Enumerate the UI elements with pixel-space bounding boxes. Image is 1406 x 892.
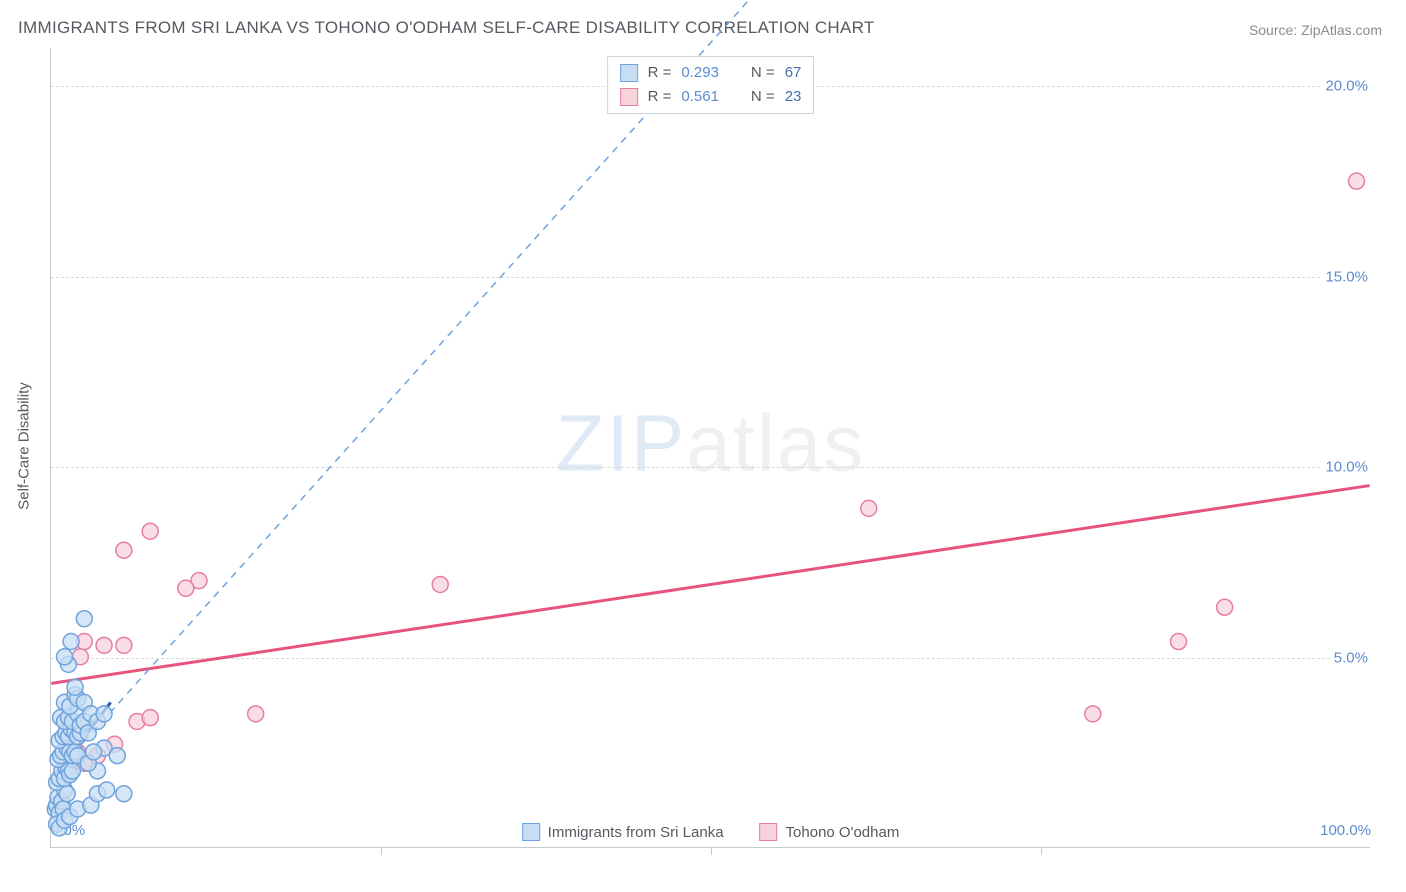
data-point-tohono — [178, 580, 194, 596]
y-axis-title: Self-Care Disability — [16, 382, 33, 510]
data-point-tohono — [248, 706, 264, 722]
trend-line-tohono — [51, 486, 1369, 684]
legend-correlation: R = 0.293 N = 67 R = 0.561 N = 23 — [607, 56, 815, 114]
data-point-tohono — [96, 637, 112, 653]
chart-title: IMMIGRANTS FROM SRI LANKA VS TOHONO O'OD… — [18, 18, 875, 38]
data-point-sri_lanka — [76, 611, 92, 627]
legend-swatch-icon — [522, 823, 540, 841]
plot-area: ZIPatlas 5.0%10.0%15.0%20.0% 0.0%100.0% … — [50, 48, 1370, 848]
legend-r-value: 0.561 — [681, 85, 719, 109]
legend-swatch-icon — [620, 88, 638, 106]
data-point-tohono — [861, 500, 877, 516]
legend-item: Immigrants from Sri Lanka — [522, 823, 724, 841]
data-point-sri_lanka — [109, 748, 125, 764]
data-point-sri_lanka — [116, 786, 132, 802]
data-point-tohono — [1171, 634, 1187, 650]
data-point-sri_lanka — [96, 706, 112, 722]
legend-swatch-icon — [760, 823, 778, 841]
legend-n-label: N = — [751, 85, 775, 109]
legend-r-label: R = — [648, 61, 672, 85]
legend-row: R = 0.561 N = 23 — [620, 85, 802, 109]
trend-line-sri_lanka — [58, 0, 842, 771]
legend-item-label: Tohono O'odham — [786, 824, 900, 841]
data-point-sri_lanka — [86, 744, 102, 760]
legend-swatch-icon — [620, 64, 638, 82]
legend-item: Tohono O'odham — [760, 823, 900, 841]
source-attribution: Source: ZipAtlas.com — [1249, 22, 1382, 38]
data-point-sri_lanka — [63, 634, 79, 650]
data-point-sri_lanka — [64, 763, 80, 779]
data-point-tohono — [116, 637, 132, 653]
legend-n-value: 23 — [785, 85, 802, 109]
data-point-tohono — [116, 542, 132, 558]
legend-series: Immigrants from Sri Lanka Tohono O'odham — [522, 823, 900, 841]
x-tick — [381, 847, 382, 855]
legend-r-value: 0.293 — [681, 61, 719, 85]
data-point-tohono — [142, 523, 158, 539]
x-tick — [711, 847, 712, 855]
data-point-sri_lanka — [99, 782, 115, 798]
legend-n-label: N = — [751, 61, 775, 85]
data-point-tohono — [142, 710, 158, 726]
legend-item-label: Immigrants from Sri Lanka — [548, 824, 724, 841]
data-point-tohono — [1349, 173, 1365, 189]
data-point-tohono — [432, 576, 448, 592]
legend-row: R = 0.293 N = 67 — [620, 61, 802, 85]
data-point-sri_lanka — [57, 649, 73, 665]
legend-n-value: 67 — [785, 61, 802, 85]
legend-r-label: R = — [648, 85, 672, 109]
data-point-tohono — [1217, 599, 1233, 615]
x-tick — [1041, 847, 1042, 855]
scatter-svg — [51, 48, 1370, 847]
correlation-chart: IMMIGRANTS FROM SRI LANKA VS TOHONO O'OD… — [0, 0, 1406, 892]
data-point-tohono — [1085, 706, 1101, 722]
data-point-sri_lanka — [67, 679, 83, 695]
